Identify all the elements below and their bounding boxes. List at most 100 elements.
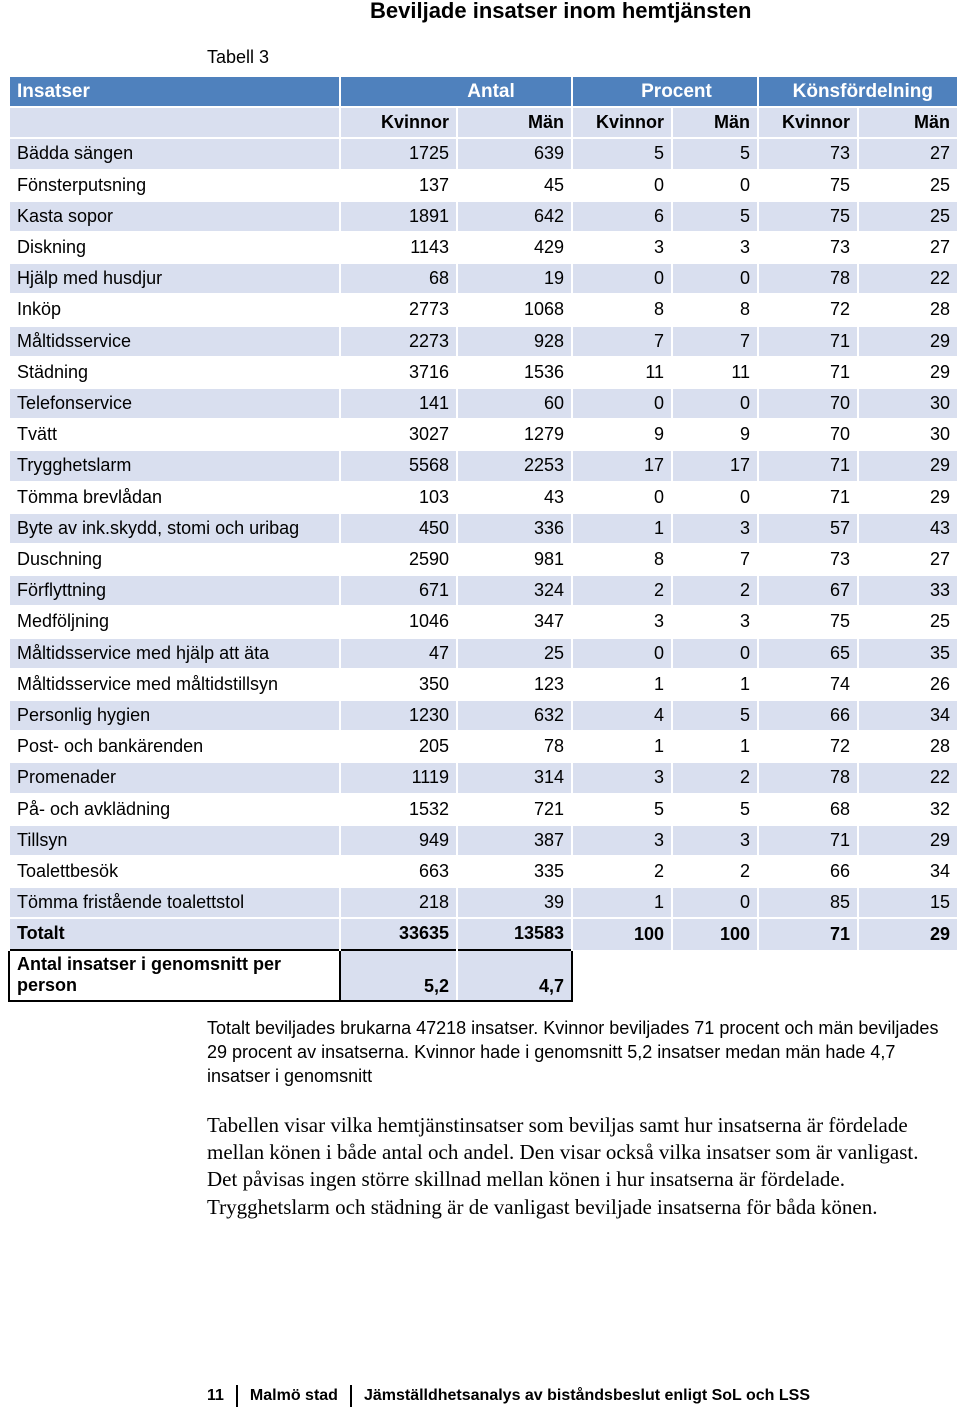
cell-antal-kvinnor: 350 (339, 667, 457, 701)
cell-antal-man: 60 (456, 387, 572, 420)
cell-antal-kvinnor: 5568 (339, 449, 457, 482)
cell-procent-man: 5 (671, 792, 758, 825)
cell-antal-kvinnor: 2773 (339, 293, 457, 326)
cell-procent-man: 2 (671, 855, 758, 888)
cell-kons-kvinnor: 73 (757, 137, 858, 170)
table-row: Tvätt 3027 1279 9 9 70 30 (8, 418, 958, 451)
cell-antal-man: 1536 (456, 355, 572, 389)
cell-kons-man: 33 (856, 574, 958, 607)
cell-kons-man: 29 (856, 355, 958, 389)
footer-report-title: Jämställdhetsanalys av biståndsbeslut en… (363, 1387, 810, 1404)
subheader-procent-kvinnor: Kvinnor (571, 106, 672, 139)
cell-procent-man: 1 (671, 667, 758, 701)
cell-kons-man: 30 (856, 387, 958, 420)
table-row: Diskning 1143 429 3 3 73 27 (8, 231, 958, 264)
cell-insats-name: Kasta sopor (8, 199, 340, 233)
total-procent-kvinnor: 100 (571, 917, 672, 950)
total-label: Totalt (8, 917, 340, 950)
cell-insats-name: Byte av ink.skydd, stomi och uribag (8, 511, 340, 545)
footer-page-number: 11 (207, 1387, 224, 1404)
cell-antal-man: 928 (456, 324, 572, 357)
table-row: Toalettbesök 663 335 2 2 66 34 (8, 855, 958, 888)
cell-kons-kvinnor: 66 (757, 699, 858, 732)
cell-procent-man: 11 (671, 355, 758, 389)
cell-antal-man: 981 (456, 543, 572, 576)
total-row: Totalt 33635 13583 100 100 71 29 (8, 917, 958, 950)
total-antal-kvinnor: 33635 (339, 917, 457, 950)
cell-kons-man: 15 (856, 886, 958, 919)
cell-kons-man: 29 (856, 449, 958, 482)
cell-kons-kvinnor: 70 (757, 418, 858, 451)
cell-insats-name: Post- och bankärenden (8, 730, 340, 763)
cell-insats-name: Tvätt (8, 418, 340, 451)
cell-kons-kvinnor: 66 (757, 855, 858, 888)
cell-procent-kvinnor: 8 (571, 543, 672, 576)
cell-insats-name: Hjälp med husdjur (8, 262, 340, 295)
table-row: Personlig hygien 1230 632 4 5 66 34 (8, 699, 958, 732)
cell-procent-man: 2 (671, 761, 758, 794)
cell-kons-man: 27 (856, 231, 958, 264)
cell-kons-kvinnor: 68 (757, 792, 858, 825)
cell-kons-man: 34 (856, 855, 958, 888)
cell-kons-man: 29 (856, 324, 958, 357)
cell-insats-name: Tömma brevlådan (8, 480, 340, 513)
cell-insats-name: Städning (8, 355, 340, 389)
cell-procent-kvinnor: 3 (571, 231, 672, 264)
footer-separator (235, 1385, 238, 1407)
cell-kons-man: 25 (856, 605, 958, 638)
cell-procent-man: 3 (671, 511, 758, 545)
cell-kons-man: 43 (856, 511, 958, 545)
cell-antal-kvinnor: 1891 (339, 199, 457, 233)
cell-procent-man: 5 (671, 699, 758, 732)
cell-insats-name: Duschning (8, 543, 340, 576)
cell-procent-man: 2 (671, 574, 758, 607)
cell-procent-man: 7 (671, 543, 758, 576)
cell-kons-kvinnor: 71 (757, 480, 858, 513)
table-row: Duschning 2590 981 8 7 73 27 (8, 543, 958, 576)
cell-antal-man: 639 (456, 137, 572, 170)
table-row: Hjälp med husdjur 68 19 0 0 78 22 (8, 262, 958, 295)
cell-procent-kvinnor: 9 (571, 418, 672, 451)
insatser-table: Insatser Antal Procent Könsfördelning Kv… (8, 74, 958, 1002)
cell-antal-kvinnor: 137 (339, 168, 457, 201)
table-row: Tömma brevlådan 103 43 0 0 71 29 (8, 480, 958, 513)
cell-antal-man: 314 (456, 761, 572, 794)
cell-antal-man: 324 (456, 574, 572, 607)
cell-procent-kvinnor: 0 (571, 636, 672, 669)
cell-kons-kvinnor: 78 (757, 761, 858, 794)
table-row: Medföljning 1046 347 3 3 75 25 (8, 605, 958, 638)
average-label: Antal insatser i genomsnitt per person (8, 948, 341, 1002)
cell-insats-name: Promenader (8, 761, 340, 794)
average-row: Antal insatser i genomsnitt per person 5… (8, 948, 958, 1002)
cell-kons-man: 28 (856, 293, 958, 326)
cell-antal-kvinnor: 663 (339, 855, 457, 888)
table-row: Telefonservice 141 60 0 0 70 30 (8, 387, 958, 420)
cell-antal-kvinnor: 949 (339, 823, 457, 857)
subheader-kons-kvinnor: Kvinnor (757, 106, 858, 139)
total-antal-man: 13583 (456, 917, 572, 950)
cell-kons-man: 29 (856, 823, 958, 857)
cell-insats-name: Personlig hygien (8, 699, 340, 732)
cell-kons-kvinnor: 72 (757, 293, 858, 326)
table-row: På- och avklädning 1532 721 5 5 68 32 (8, 792, 958, 825)
table-row: Promenader 1119 314 3 2 78 22 (8, 761, 958, 794)
cell-kons-man: 22 (856, 761, 958, 794)
cell-kons-kvinnor: 74 (757, 667, 858, 701)
cell-antal-man: 336 (456, 511, 572, 545)
cell-antal-kvinnor: 141 (339, 387, 457, 420)
cell-antal-kvinnor: 3027 (339, 418, 457, 451)
cell-kons-kvinnor: 78 (757, 262, 858, 295)
cell-procent-kvinnor: 0 (571, 387, 672, 420)
cell-antal-kvinnor: 671 (339, 574, 457, 607)
cell-kons-man: 25 (856, 168, 958, 201)
table-row: Måltidsservice med hjälp att äta 47 25 0 0 65… (8, 636, 958, 669)
cell-insats-name: Bädda sängen (8, 137, 340, 170)
subheader-procent-man: Män (671, 106, 758, 139)
table-row: Byte av ink.skydd, stomi och uribag 450 33… (8, 511, 958, 545)
page-footer: 11 Malmö stad Jämställdhetsanalys av bis… (207, 1385, 810, 1407)
cell-antal-man: 43 (456, 480, 572, 513)
cell-antal-man: 25 (456, 636, 572, 669)
cell-kons-kvinnor: 73 (757, 543, 858, 576)
cell-procent-man: 0 (671, 886, 758, 919)
cell-kons-kvinnor: 72 (757, 730, 858, 763)
